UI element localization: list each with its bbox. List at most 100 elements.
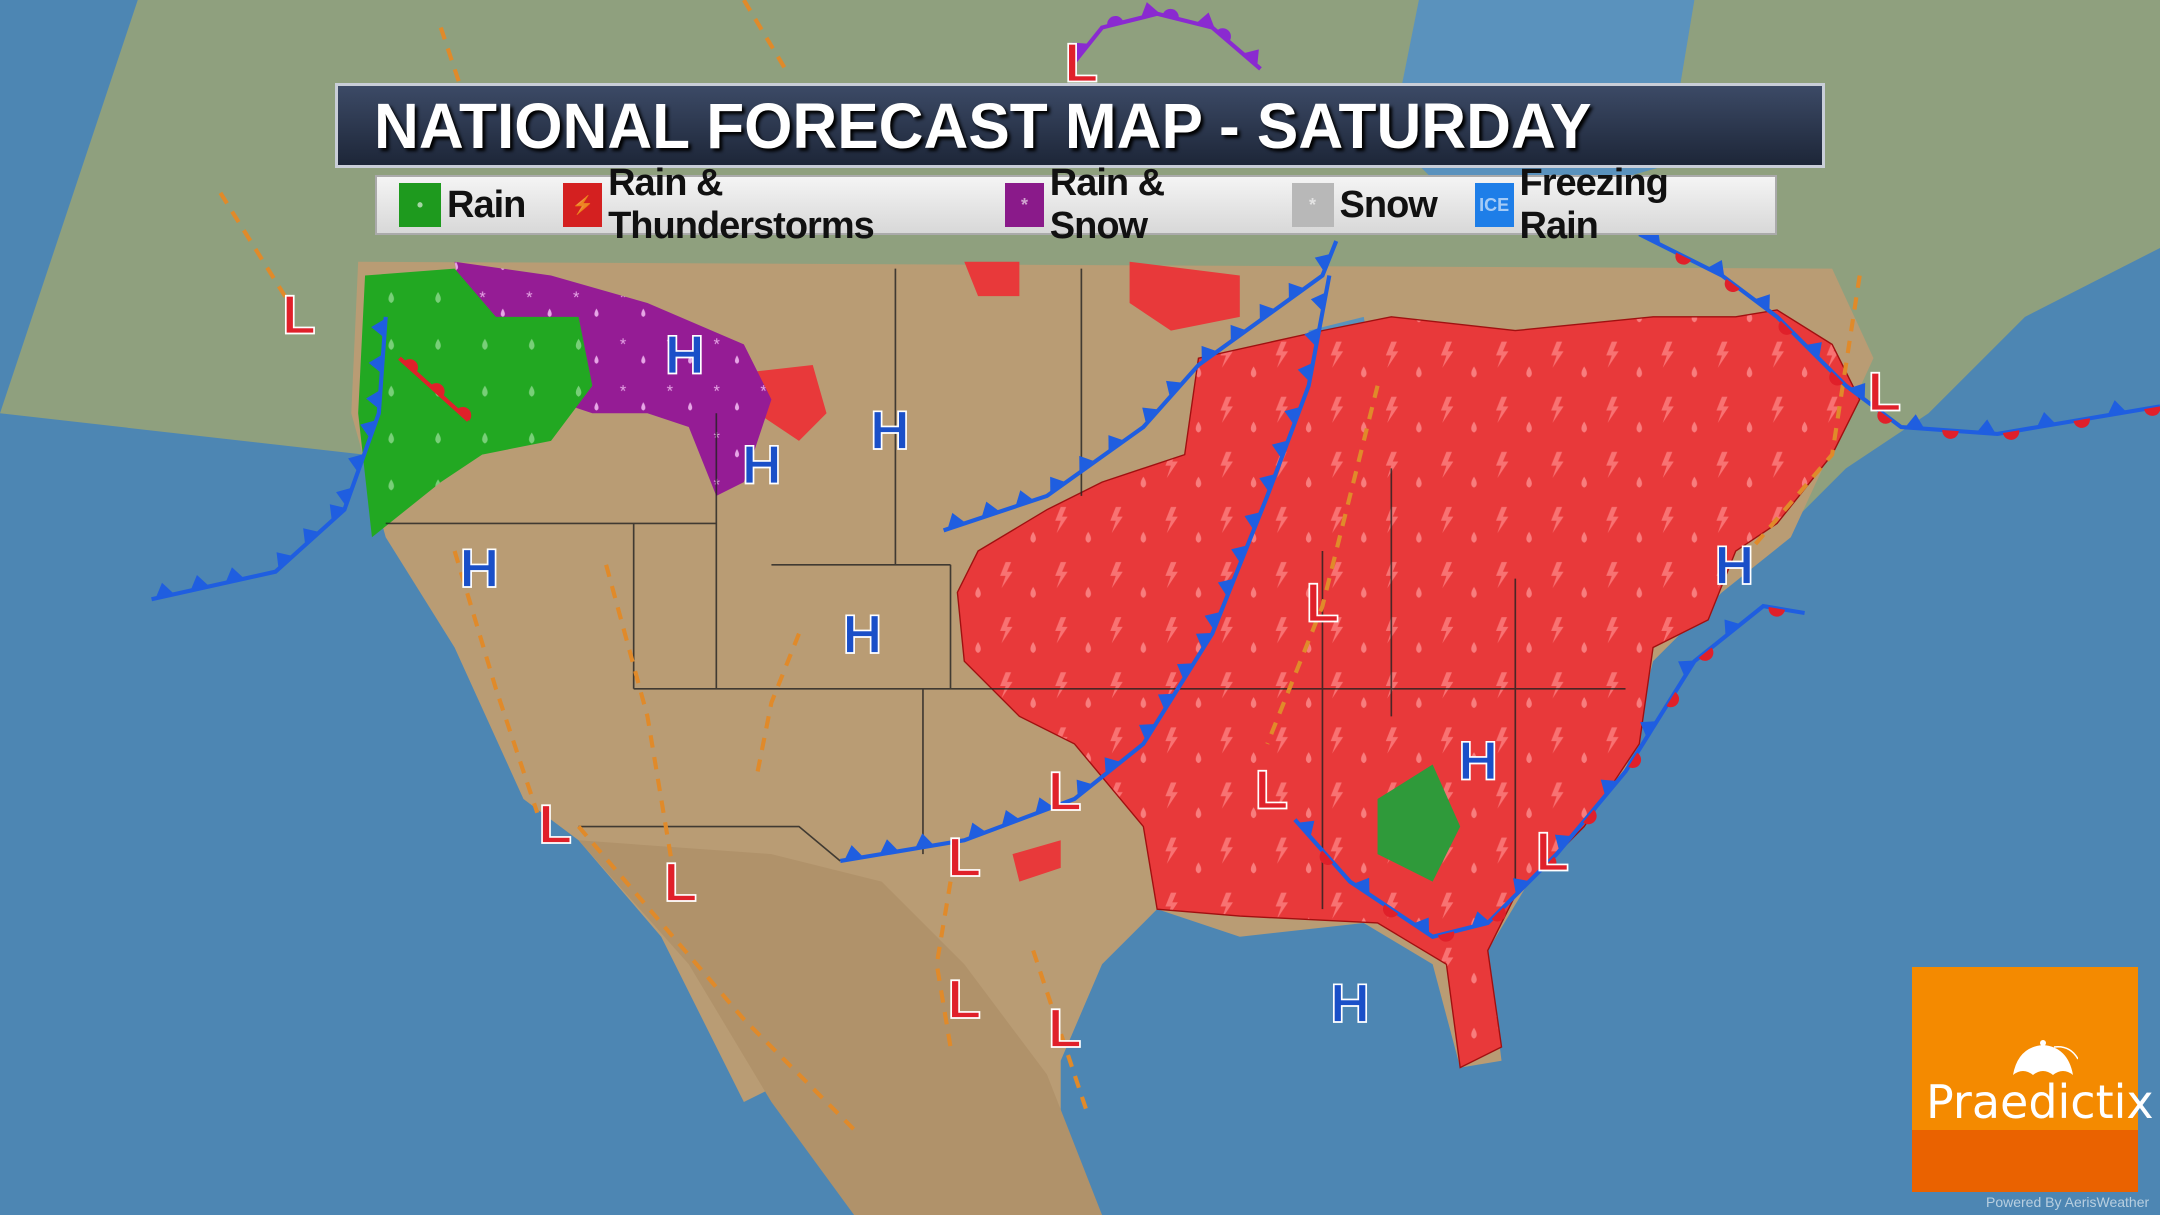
front-symbol [371,318,386,338]
front-symbol [1628,752,1642,769]
front-symbol [1942,429,1959,439]
legend-item: ⚡ Rain & Thunderstorms [563,162,967,248]
trough-line [1031,949,1091,1117]
legend-label: Rain [447,183,526,226]
front-symbol [844,845,864,861]
trough-line [1747,275,1862,553]
snowflake-icon: * [1005,183,1044,227]
trough-line [604,564,678,882]
legend-item: • Rain [399,183,526,227]
front-symbol [1319,850,1334,865]
front-symbol [1259,303,1276,321]
front-symbol [1877,410,1893,424]
front-symbol [1437,931,1455,942]
ice-icon: ICE [1474,183,1514,227]
front-symbol [1001,809,1020,827]
praedictix-logo: Praedictix [1912,967,2154,1192]
front-symbol [1304,327,1320,347]
lightning-icon: ⚡ [563,183,603,227]
front-symbol [1138,724,1156,741]
front-symbol [1104,757,1121,775]
low-pressure-marker: L [947,968,981,1030]
front-symbol [2073,418,2090,428]
front-symbol [155,582,175,599]
warm-front [398,356,472,422]
front-symbol [1707,260,1725,277]
legend-label: Freezing Rain [1519,162,1669,247]
front-symbol [1107,15,1124,27]
front-symbol [1353,877,1370,895]
front-symbol [1297,362,1313,382]
front-symbol [368,354,384,374]
front-symbol [456,407,472,421]
front-symbol [190,575,210,591]
front-symbol [1157,693,1175,711]
umbrella-icon [2013,1040,2078,1075]
front-symbol [1905,414,1925,429]
front-symbol [915,833,935,849]
front-symbol [1244,512,1261,531]
front-symbol [1554,834,1572,851]
front-symbol [1195,12,1215,29]
front-symbol [1204,611,1221,630]
high-pressure-marker: H [1714,534,1754,596]
front-symbol [1076,779,1093,797]
front-symbol [1162,8,1179,20]
raindrop-icon: • [399,183,441,227]
front-symbol [1140,2,1160,18]
trough-line [452,550,540,814]
front-symbol [430,383,445,397]
mexico-landmass [578,840,1103,1215]
legend-label: Snow [1339,183,1438,226]
front-symbol [1805,342,1822,359]
low-pressure-marker: L [1306,571,1340,633]
front-symbol [879,839,899,855]
front-symbol [1491,907,1506,922]
front-symbol [1666,691,1680,708]
low-pressure-marker: L [538,793,572,855]
powered-by: Powered By AerisWeather [1986,1194,2150,1210]
front-symbol [1849,382,1866,400]
front-symbol [1640,721,1657,738]
low-pressure-marker: L [664,851,698,913]
front-symbol [2002,430,2020,440]
front-symbol [360,420,377,439]
high-pressure-marker: H [1458,730,1498,792]
low-pressure-marker: L [1255,759,1289,821]
low-pressure-marker: L [1868,361,1902,423]
front-symbol [1035,797,1054,814]
front-symbol [1583,809,1597,825]
front-symbol [1542,856,1557,871]
front-symbol [1314,253,1332,272]
low-pressure-marker: L [947,826,981,888]
front-symbol [1176,663,1194,680]
front-symbol [1976,419,1996,434]
trough-line [742,0,787,70]
front-symbol [1678,660,1695,677]
low-pressure-marker: L [1048,997,1082,1059]
state-borders [385,268,1626,910]
high-pressure-marker: H [665,323,705,385]
front-symbol [1231,545,1248,564]
front-symbol [1600,779,1618,796]
front-symbol [366,389,381,410]
cold-front [942,240,1339,533]
front-symbol [336,487,353,506]
stationary-front [1293,603,1805,942]
legend-label: Rain & Snow [1049,162,1165,247]
front-symbol [1413,917,1430,935]
front-symbol [1015,490,1034,507]
stationary-front [1638,228,2160,440]
cold-front [151,316,388,602]
front-symbol [1242,49,1259,67]
front-symbol [981,501,1000,518]
trough-line [577,825,856,1132]
logo-name: Praedictix [1926,1075,2154,1129]
legend-label: Rain & Thunderstorms [608,162,875,247]
trough-line [1265,385,1380,745]
front-symbol [1724,278,1740,293]
front-symbol [1079,455,1096,473]
front-symbol [1778,320,1793,335]
front-symbol [2107,400,2127,416]
front-symbol [1297,820,1315,838]
